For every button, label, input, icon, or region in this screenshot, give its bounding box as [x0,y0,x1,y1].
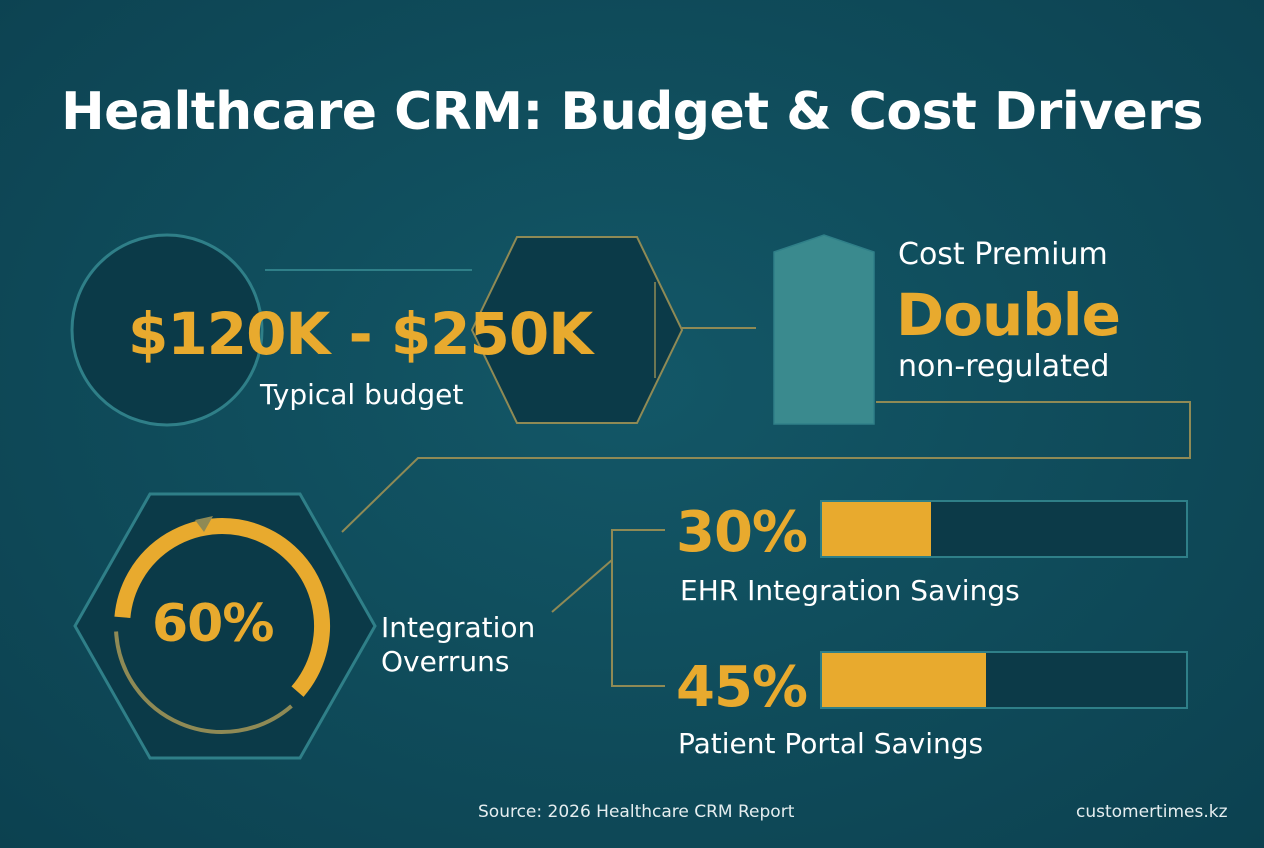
savings-branch-line [551,559,613,613]
portal-savings-value: 45% [676,655,808,720]
overrun-ring-track [114,631,293,734]
arrow-head-icon [195,516,213,532]
portal-savings-bar-fill [822,653,986,707]
premium-sublabel: non-regulated [898,349,1110,384]
budget-hexagon [470,236,684,424]
savings-bracket [611,529,665,687]
ehr-savings-bar [820,500,1188,558]
page-title: Healthcare CRM: Budget & Cost Drivers [61,82,1203,142]
overrun-label: Integration Overruns [381,611,536,678]
portal-savings-bar [820,651,1188,709]
premium-value: Double [896,281,1121,349]
portal-savings-label: Patient Portal Savings [678,727,984,760]
ehr-savings-value: 30% [676,500,808,565]
budget-circle [70,233,264,427]
budget-value: $120K - $250K [128,300,593,368]
ehr-savings-bar-fill [822,502,932,556]
budget-label: Typical budget [260,378,464,411]
site-name: customertimes.kz [1076,802,1228,822]
overrun-progress-ring [114,518,330,697]
source-note: Source: 2026 Healthcare CRM Report [478,802,795,822]
overrun-connector-line [341,401,1191,533]
premium-pillar [773,234,875,425]
overrun-value: 60% [152,594,274,654]
ehr-savings-label: EHR Integration Savings [680,574,1020,607]
premium-label: Cost Premium [898,237,1108,272]
